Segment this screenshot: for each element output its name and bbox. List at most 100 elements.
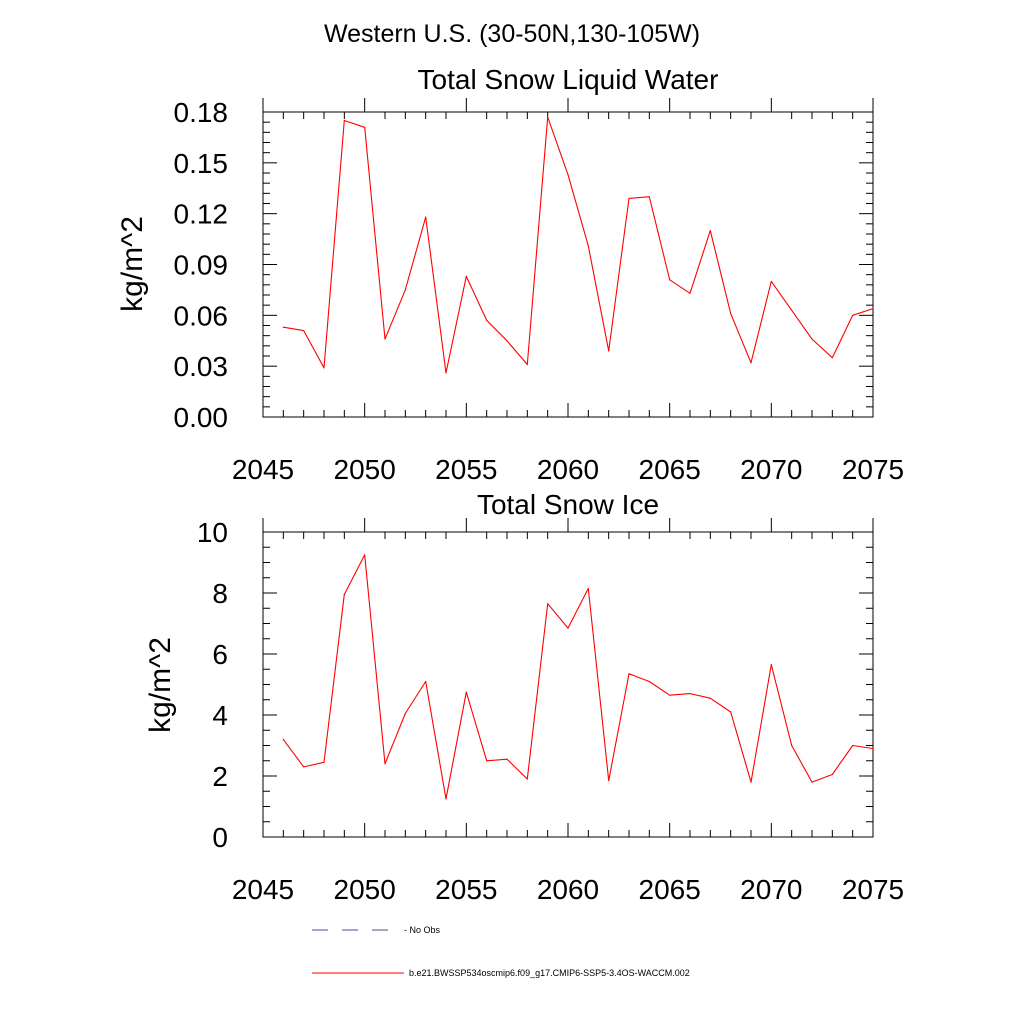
chart-title: Total Snow Ice <box>477 489 659 520</box>
x-tick-label: 2075 <box>842 874 904 905</box>
data-point <box>852 744 854 747</box>
data-point <box>587 245 589 247</box>
data-point <box>791 309 793 311</box>
panel-snow-ice: Total Snow Ice kg/m^2 2045 2050 2055 2060 20… <box>144 489 904 905</box>
data-point <box>506 340 508 342</box>
data-point <box>831 773 833 776</box>
series-layer <box>282 116 874 374</box>
data-point <box>608 779 610 782</box>
y-tick-label: 0.18 <box>174 97 229 128</box>
y-tick-label: 2 <box>212 761 228 792</box>
data-point <box>750 781 752 783</box>
x-tick-label: 2070 <box>740 454 802 485</box>
data-point <box>547 116 549 118</box>
y-tick-label: 4 <box>212 700 228 731</box>
y-tick-label: 0.03 <box>174 351 229 382</box>
plot-frame <box>262 111 874 418</box>
data-point <box>506 758 508 760</box>
data-point <box>669 279 671 281</box>
data-point <box>303 329 305 332</box>
data-point <box>282 326 284 328</box>
data-point <box>486 760 488 762</box>
data-point <box>689 292 691 294</box>
x-tick-label: 2045 <box>232 454 294 485</box>
data-point <box>404 712 406 715</box>
y-tick-label: 0.06 <box>174 300 229 331</box>
data-point <box>343 593 345 596</box>
series-line-model <box>282 554 874 800</box>
data-point <box>364 126 366 128</box>
data-point <box>852 314 854 316</box>
minor-ticks <box>263 112 873 417</box>
legend-label-obs: - No Obs <box>404 925 441 935</box>
x-tick-label: 2070 <box>740 874 802 905</box>
data-point <box>384 338 386 340</box>
x-tick-label: 2060 <box>537 874 599 905</box>
x-tick-label: 2055 <box>435 454 497 485</box>
x-tick-label: 2065 <box>639 454 701 485</box>
y-tick-label: 8 <box>212 578 228 609</box>
data-point <box>689 693 691 695</box>
data-point <box>486 319 488 322</box>
data-point <box>730 313 732 315</box>
data-point <box>465 275 467 277</box>
y-tick-label: 0.09 <box>174 250 229 281</box>
data-point <box>872 307 874 310</box>
data-point <box>872 747 874 750</box>
data-point <box>425 680 427 683</box>
y-tick-label: 0.12 <box>174 199 229 230</box>
data-point <box>526 778 528 780</box>
data-point <box>465 691 467 693</box>
data-point <box>384 763 386 765</box>
series-layer <box>282 554 874 800</box>
panel-snow-liquid-water: Total Snow Liquid Water kg/m^2 2045 2050 2… <box>116 64 904 485</box>
x-tick-label: 2045 <box>232 874 294 905</box>
data-point <box>628 197 630 200</box>
y-tick-label: 6 <box>212 639 228 670</box>
data-point <box>750 362 752 364</box>
y-axis-label: kg/m^2 <box>144 637 177 733</box>
data-point <box>831 357 833 359</box>
data-point <box>323 761 325 763</box>
legend-label-model: b.e21.BWSSP534oscmip6.f09_g17.CMIP6-SSP5… <box>409 968 690 978</box>
data-point <box>425 216 427 218</box>
data-point <box>811 338 813 340</box>
x-tick-label: 2060 <box>537 454 599 485</box>
data-point <box>567 627 569 629</box>
data-point <box>526 363 528 366</box>
data-point <box>709 697 711 699</box>
data-point <box>770 664 772 666</box>
y-tick-label: 10 <box>197 517 228 548</box>
series-line-model <box>283 116 874 374</box>
x-tick-label: 2065 <box>639 874 701 905</box>
x-tick-label: 2055 <box>435 874 497 905</box>
data-point <box>282 738 284 741</box>
minor-ticks <box>263 532 873 837</box>
y-tick-label: 0.15 <box>174 148 229 179</box>
x-tick-label: 2050 <box>334 454 396 485</box>
plot-frame <box>262 531 874 838</box>
data-point <box>567 174 569 176</box>
data-point <box>404 289 406 291</box>
x-tick-label: 2075 <box>842 454 904 485</box>
tick-labels: 2045 2050 2055 2060 2065 2070 2075 0 2 4 6 8 10 <box>197 517 904 905</box>
data-point <box>364 554 366 556</box>
major-ticks <box>262 518 874 838</box>
data-point <box>323 367 325 369</box>
x-tick-label: 2050 <box>334 874 396 905</box>
data-point <box>669 694 671 696</box>
data-point <box>343 119 345 122</box>
data-point <box>303 766 305 768</box>
data-point <box>648 196 650 198</box>
data-point <box>770 280 772 283</box>
data-point <box>648 680 650 683</box>
data-point <box>730 711 732 713</box>
data-point <box>608 350 610 352</box>
data-point <box>445 372 447 374</box>
data-point <box>445 798 447 800</box>
data-point <box>547 603 549 605</box>
data-point <box>628 673 630 675</box>
data-point <box>709 230 711 232</box>
